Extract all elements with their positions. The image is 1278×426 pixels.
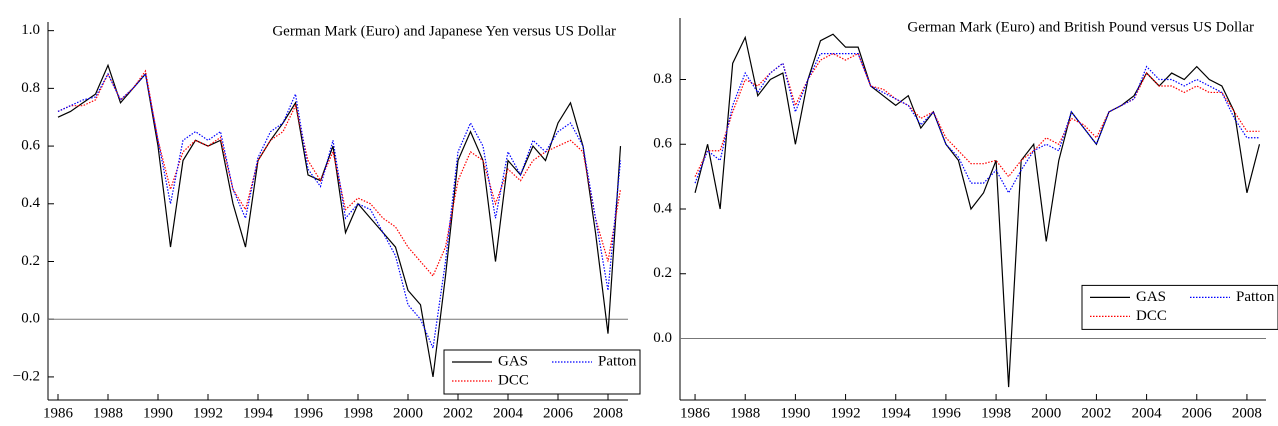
series-line [57,63,622,378]
x-tick-label: 1990 [780,405,810,421]
y-tick-label: −0.2 [13,368,40,384]
legend-box [443,349,641,395]
chart-title: German Mark (Euro) and Japanese Yen vers… [272,23,616,39]
x-tick-label: 2002 [443,405,473,421]
x-tick-label: 2008 [1232,405,1262,421]
y-tick-label: 0.8 [653,71,672,87]
y-tick-label: 0.2 [653,265,672,281]
legend-label: DCC [498,372,529,388]
x-tick-label: 2008 [593,405,623,421]
legend-label: Patton [598,353,637,369]
x-tick-label: 1994 [881,405,912,421]
x-tick-label: 1988 [730,405,760,421]
y-tick-label: 1.0 [21,22,40,38]
legend-label: GAS [1136,289,1166,305]
x-tick-label: 2000 [1031,405,1061,421]
x-tick-label: 2002 [1081,405,1111,421]
series-line [694,52,1260,178]
legend-box [1081,284,1278,330]
y-tick-label: 0.4 [21,195,40,211]
y-tick-label: 0.0 [653,330,672,346]
x-tick-label: 1986 [680,405,711,421]
x-tick-label: 1992 [193,405,223,421]
y-tick-label: 0.6 [21,138,40,154]
x-tick-label: 2004 [1132,405,1163,421]
legend-label: Patton [1236,289,1275,305]
y-tick-label: 0.2 [21,253,40,269]
x-tick-label: 1998 [981,405,1011,421]
x-tick-label: 1998 [343,405,373,421]
legend-label: DCC [1136,308,1167,324]
legend-label: GAS [498,353,528,369]
x-tick-label: 1996 [931,405,962,421]
x-tick-label: 1990 [143,405,173,421]
y-tick-label: 0.4 [653,200,672,216]
series-line [694,53,1260,195]
chart-title: German Mark (Euro) and British Pound ver… [907,19,1254,35]
series-line [694,33,1261,388]
x-tick-label: 1986 [43,405,74,421]
x-tick-label: 2006 [543,405,574,421]
x-tick-label: 1988 [93,405,123,421]
series-line [57,69,622,278]
y-tick-label: 0.6 [653,136,672,152]
x-tick-label: 2006 [1182,405,1213,421]
series-line [57,72,622,351]
x-tick-label: 1994 [243,405,274,421]
x-tick-label: 2000 [393,405,423,421]
y-tick-label: 0.0 [21,311,40,327]
x-tick-label: 1992 [831,405,861,421]
y-tick-label: 0.8 [21,80,40,96]
x-tick-label: 2004 [493,405,524,421]
x-tick-label: 1996 [293,405,324,421]
